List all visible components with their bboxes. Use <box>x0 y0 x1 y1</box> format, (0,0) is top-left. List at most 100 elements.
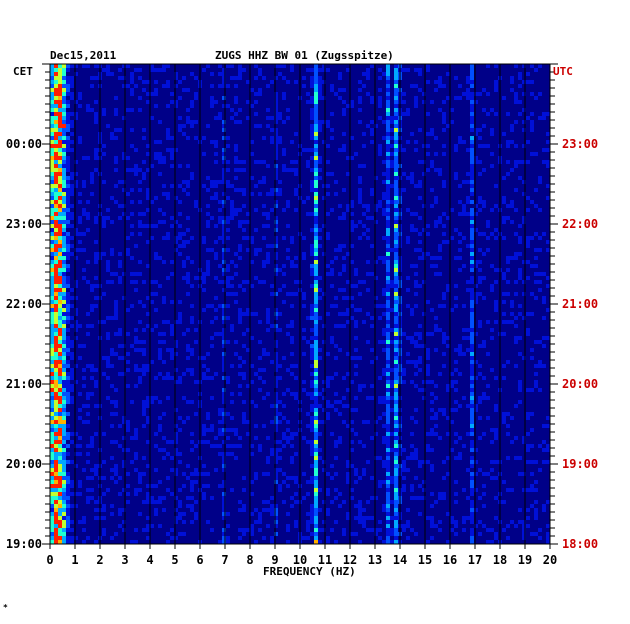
heat-cell <box>58 364 62 368</box>
heat-cell <box>394 296 398 300</box>
heat-cell <box>74 432 78 436</box>
heat-cell <box>58 84 62 88</box>
heat-cell <box>226 84 230 88</box>
heat-cell <box>314 520 318 524</box>
heat-cell <box>290 476 294 480</box>
x-tick-label: 2 <box>96 553 103 567</box>
heat-cell <box>418 184 422 188</box>
heat-cell <box>394 184 398 188</box>
heat-cell <box>302 256 306 260</box>
heat-cell <box>58 144 62 148</box>
heat-cell <box>530 200 534 204</box>
heat-cell <box>154 376 158 380</box>
heat-cell <box>222 508 226 512</box>
heat-cell <box>58 244 62 248</box>
heat-cell <box>74 160 78 164</box>
heat-cell <box>282 120 286 124</box>
heat-cell <box>390 116 394 120</box>
heat-cell <box>70 340 74 344</box>
heat-cell <box>354 480 358 484</box>
heat-cell <box>226 524 230 528</box>
heat-cell <box>110 272 114 276</box>
heat-cell <box>546 284 550 288</box>
heat-cell <box>58 384 62 388</box>
heat-cell <box>314 376 318 380</box>
heat-cell <box>70 120 74 124</box>
heat-cell <box>86 228 90 232</box>
heat-cell <box>494 308 498 312</box>
heat-cell <box>54 508 58 512</box>
heat-cell <box>146 416 150 420</box>
heat-cell <box>126 448 130 452</box>
heat-cell <box>350 420 354 424</box>
heat-cell <box>62 440 66 444</box>
heat-cell <box>314 232 318 236</box>
heat-cell <box>262 212 266 216</box>
heat-cell <box>50 224 54 228</box>
heat-cell <box>166 128 170 132</box>
heat-cell <box>314 392 318 396</box>
heat-cell <box>354 408 358 412</box>
heat-cell <box>510 300 514 304</box>
heat-cell <box>66 316 70 320</box>
heat-cell <box>222 492 226 496</box>
heat-cell <box>62 260 66 264</box>
heat-cell <box>274 244 278 248</box>
heat-cell <box>434 88 438 92</box>
heat-cell <box>390 480 394 484</box>
heat-cell <box>314 472 318 476</box>
heat-cell <box>234 292 238 296</box>
heat-cell <box>270 284 274 288</box>
heat-cell <box>330 376 334 380</box>
heat-cell <box>94 256 98 260</box>
heat-cell <box>430 264 434 268</box>
heat-cell <box>206 428 210 432</box>
heat-cell <box>50 412 54 416</box>
heat-cell <box>450 420 454 424</box>
heat-cell <box>70 460 74 464</box>
heat-cell <box>226 452 230 456</box>
heat-cell <box>522 316 526 320</box>
heat-cell <box>518 176 522 180</box>
heat-cell <box>162 448 166 452</box>
heat-cell <box>290 236 294 240</box>
heat-cell <box>206 268 210 272</box>
heat-cell <box>54 536 58 540</box>
heat-cell <box>546 276 550 280</box>
heat-cell <box>342 376 346 380</box>
heat-cell <box>386 464 390 468</box>
heat-cell <box>274 108 278 112</box>
heat-cell <box>234 188 238 192</box>
heat-cell <box>470 104 474 108</box>
heat-cell <box>494 304 498 308</box>
heat-cell <box>66 92 70 96</box>
heat-cell <box>334 192 338 196</box>
heat-cell <box>458 436 462 440</box>
heat-cell <box>274 152 278 156</box>
heat-cell <box>62 452 66 456</box>
heat-cell <box>114 300 118 304</box>
heat-cell <box>374 220 378 224</box>
heat-cell <box>414 184 418 188</box>
heat-cell <box>242 68 246 72</box>
heat-cell <box>310 272 314 276</box>
heat-cell <box>94 304 98 308</box>
heat-cell <box>442 476 446 480</box>
heat-cell <box>206 248 210 252</box>
heat-cell <box>78 92 82 96</box>
heat-cell <box>310 116 314 120</box>
heat-cell <box>310 184 314 188</box>
heat-cell <box>118 276 122 280</box>
heat-cell <box>94 500 98 504</box>
heat-cell <box>394 320 398 324</box>
heat-cell <box>494 64 498 68</box>
heat-cell <box>50 460 54 464</box>
heat-cell <box>342 528 346 532</box>
heat-cell <box>494 84 498 88</box>
heat-cell <box>394 308 398 312</box>
heat-cell <box>122 372 126 376</box>
heat-cell <box>302 536 306 540</box>
heat-cell <box>282 284 286 288</box>
heat-cell <box>342 268 346 272</box>
heat-cell <box>194 512 198 516</box>
